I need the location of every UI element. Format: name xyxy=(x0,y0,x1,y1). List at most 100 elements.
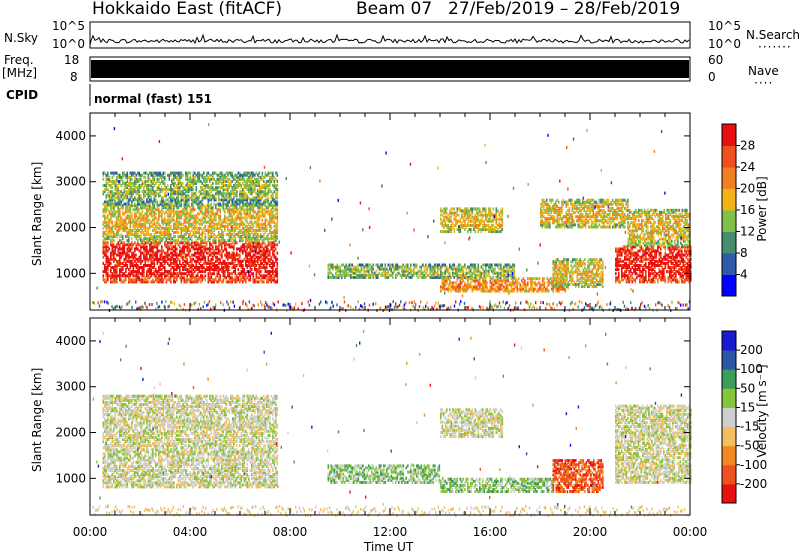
power-colorbar-tick-label-3: 16 xyxy=(740,203,755,217)
velocity-colorbar-tick-label-1: -100 xyxy=(740,458,767,472)
velocity-colorbar-swatch-1 xyxy=(722,464,736,485)
noise-frame xyxy=(89,21,691,49)
nave-legend: ···· xyxy=(754,76,774,90)
velocity-colorbar-tick-label-7: 200 xyxy=(740,343,763,357)
velocity-colorbar-swatch-0 xyxy=(722,483,736,504)
power-region-2 xyxy=(102,171,279,206)
ytick-label-2: 3000 xyxy=(55,380,86,394)
power-colorbar-tick-label-2: 12 xyxy=(740,225,755,239)
velocity-region-2 xyxy=(440,477,555,493)
ytick-label-0: 1000 xyxy=(55,266,86,280)
ytick-label-1: 2000 xyxy=(55,221,86,235)
ytick-label-0: 1000 xyxy=(55,471,86,485)
noise-tick-top-left: 10^5 xyxy=(52,19,85,33)
velocity-colorbar-swatch-8 xyxy=(722,331,736,351)
noise-trace xyxy=(89,33,690,46)
noise-line xyxy=(89,33,690,46)
power-region-0 xyxy=(102,241,279,284)
power-region-4 xyxy=(440,277,567,293)
velocity-yticks: 1000 2000 3000 4000 xyxy=(55,334,690,485)
velocity-colorbar-tick-label-2: -50 xyxy=(740,439,760,453)
power-colorbar-swatch-3 xyxy=(722,210,736,232)
power-region-1 xyxy=(102,204,279,243)
ytick-label-3: 4000 xyxy=(55,334,86,348)
plot-title: Hokkaido East (fitACF) xyxy=(92,0,283,19)
velocity-colorbar-frame xyxy=(721,330,737,504)
noise-tick-top-right: 10^5 xyxy=(708,19,741,33)
power-colorbar-tick-label-4: 20 xyxy=(740,182,755,196)
power-ground-scatter xyxy=(92,300,691,312)
x-tick-label-6: 00:00 xyxy=(673,525,708,539)
power-region-3 xyxy=(327,263,516,279)
freq-panel xyxy=(89,56,691,82)
cpid-text: normal (fast) 151 xyxy=(94,92,212,106)
power-panel: 1000 2000 3000 4000 xyxy=(55,112,692,312)
power-region-5 xyxy=(552,258,604,288)
velocity-colorbar-swatch-6 xyxy=(722,369,736,389)
x-tick-label-2: 08:00 xyxy=(273,525,308,539)
velocity-cells xyxy=(92,329,692,518)
velocity-region-0 xyxy=(102,394,279,489)
velocity-colorbar-swatch-2 xyxy=(722,445,736,466)
noise-sky-label: N.Sky xyxy=(4,31,39,45)
nave-tick-bottom: 0 xyxy=(708,70,716,84)
power-colorbar: 4 8 12 16 20 24 28 xyxy=(721,123,755,297)
power-colorbar-swatch-6 xyxy=(722,145,736,168)
velocity-xticks xyxy=(89,318,691,515)
velocity-colorbar: -200 -100 -50 -15 15 50 100 200 xyxy=(721,330,767,504)
noise-search-legend: ······· xyxy=(758,40,792,54)
freq-tick-top: 18 xyxy=(64,53,80,67)
velocity-colorbar-swatch-5 xyxy=(722,388,736,408)
power-region-6 xyxy=(440,207,504,234)
velocity-region-5 xyxy=(440,408,504,439)
x-tick-label-5: 20:00 xyxy=(573,525,608,539)
noise-panel xyxy=(89,21,691,49)
nave-tick-top: 60 xyxy=(708,53,724,67)
cpid-label: CPID xyxy=(6,88,39,102)
x-tick-label-1: 04:00 xyxy=(173,525,208,539)
velocity-region-3 xyxy=(552,459,604,493)
power-colorbar-swatch-5 xyxy=(722,167,736,189)
ytick-label-2: 3000 xyxy=(55,175,86,189)
power-region-7 xyxy=(540,198,629,229)
x-tick-label-0: 00:00 xyxy=(73,525,108,539)
power-sparse-echoes xyxy=(96,123,683,308)
velocity-colorbar-tick-label-3: -15 xyxy=(740,420,760,434)
velocity-colorbar-swatch-3 xyxy=(722,426,736,447)
power-colorbar-swatch-7 xyxy=(722,124,736,146)
noise-search-label: N.Search xyxy=(746,28,800,42)
power-cells xyxy=(92,123,692,312)
x-axis-label: Time UT xyxy=(364,540,414,554)
velocity-region-4 xyxy=(615,404,692,484)
power-region-9 xyxy=(627,208,691,247)
noise-tick-bottom-right: 10^0 xyxy=(708,37,741,51)
freq-unit: [MHz] xyxy=(2,66,38,80)
power-xticks xyxy=(89,113,691,310)
velocity-colorbar-swatch-4 xyxy=(722,407,736,427)
velocity-colorbar-tick-label-0: -200 xyxy=(740,477,767,491)
velocity-colorbar-tick-label-6: 100 xyxy=(740,362,763,376)
velocity-colorbar-swatch-7 xyxy=(722,350,736,370)
power-colorbar-tick-label-1: 8 xyxy=(740,246,748,260)
x-tick-labels: 00:00 04:00 08:00 12:00 16:00 20:00 00:00 xyxy=(73,525,708,539)
beam-label: Beam 07 xyxy=(356,0,433,19)
freq-tick-bottom: 8 xyxy=(70,70,78,84)
power-colorbar-tick-label-5: 24 xyxy=(740,160,755,174)
freq-label: Freq. xyxy=(4,53,34,67)
nave-label: Nave xyxy=(748,64,779,78)
power-colorbar-tick-label-0: 4 xyxy=(740,268,748,282)
velocity-panel: 1000 2000 3000 4000 xyxy=(55,317,692,518)
power-colorbar-swatch-0 xyxy=(722,274,736,297)
power-colorbar-swatch-1 xyxy=(722,253,736,275)
power-yticks: 1000 2000 3000 4000 xyxy=(55,129,690,280)
ytick-label-1: 2000 xyxy=(55,426,86,440)
power-colorbar-swatch-2 xyxy=(722,231,736,254)
power-colorbar-swatch-4 xyxy=(722,188,736,211)
noise-tick-bottom-left: 10^0 xyxy=(52,37,85,51)
freq-nave-fill xyxy=(91,60,689,78)
x-tick-label-4: 16:00 xyxy=(473,525,508,539)
velocity-region-1 xyxy=(327,464,441,484)
freq-frame xyxy=(89,56,691,82)
power-colorbar-tick-label-6: 28 xyxy=(740,139,755,153)
